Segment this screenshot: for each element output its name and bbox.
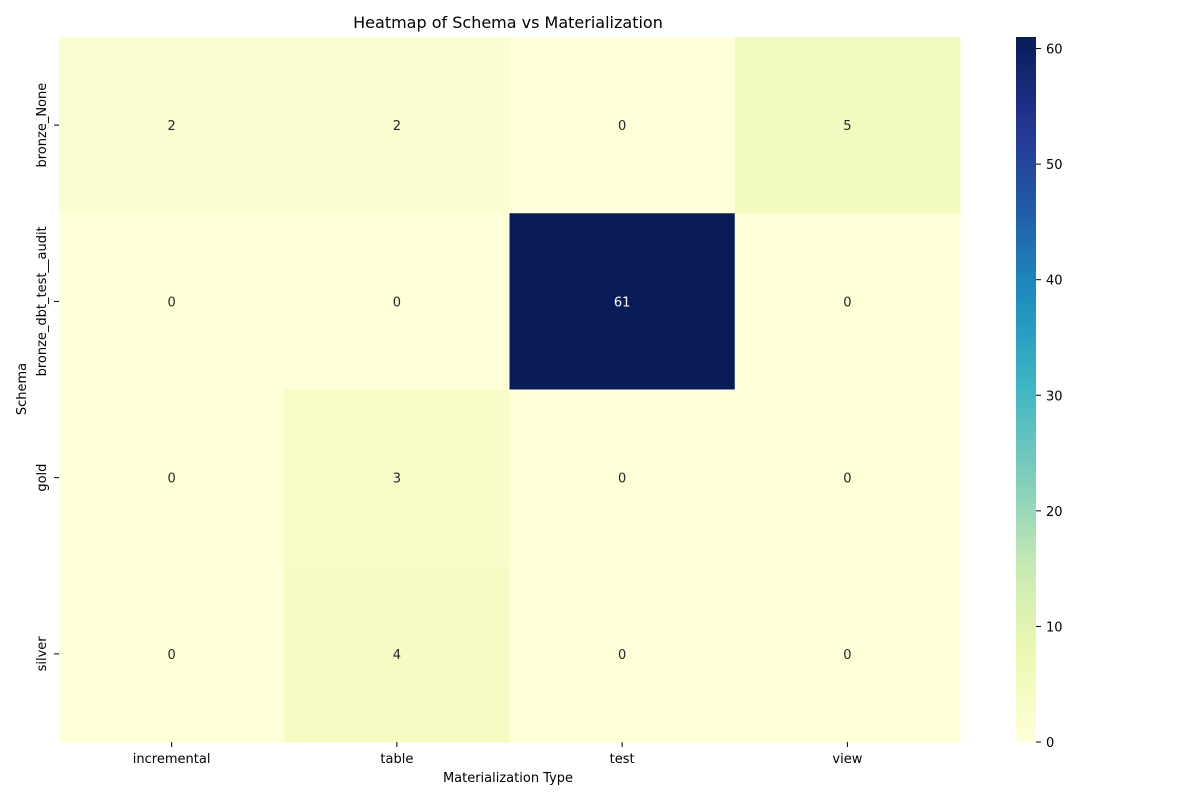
- cell-bronze_dbt_test__audit-view: [734, 213, 961, 390]
- colorbar: 0 10 20 30 40 50 60: [1016, 37, 1063, 751]
- cell-bronze_dbt_test__audit-table: [284, 213, 510, 390]
- cell-label-gold-incremental: 0: [167, 472, 175, 487]
- cell-bronze_None-table: [284, 37, 510, 214]
- cell-label-bronze_None-test: 0: [618, 119, 626, 134]
- colorbar-tick-label-60: 60: [1046, 43, 1063, 58]
- cell-label-silver-view: 0: [843, 648, 851, 663]
- colorbar-tick-label-20: 20: [1046, 505, 1063, 520]
- cell-bronze_dbt_test__audit-test: [509, 213, 736, 390]
- cell-gold-incremental: [59, 389, 285, 567]
- cell-label-silver-test: 0: [618, 648, 626, 663]
- cell-silver-incremental: [59, 565, 285, 743]
- cell-label-silver-incremental: 0: [167, 648, 175, 663]
- colorbar-tick-label-0: 0: [1046, 736, 1054, 751]
- y-tick-label-bronze_dbt_test__audit: bronze_dbt_test__audit: [35, 226, 50, 376]
- colorbar-tick-label-30: 30: [1046, 389, 1063, 404]
- cell-bronze_None-incremental: [59, 37, 285, 214]
- cell-label-bronze_dbt_test__audit-incremental: 0: [167, 295, 175, 310]
- heatmap-cells: 2 2 0 5 0 0 61 0 0 3 0 0 0 4 0 0: [59, 37, 961, 743]
- cell-label-gold-table: 3: [393, 472, 401, 487]
- x-tick-label-view: view: [832, 752, 862, 767]
- colorbar-tick-label-40: 40: [1046, 274, 1063, 289]
- cell-bronze_None-view: [734, 37, 961, 214]
- cell-label-bronze_dbt_test__audit-test: 61: [614, 295, 631, 310]
- cell-gold-test: [509, 389, 736, 567]
- cell-silver-view: [734, 565, 961, 743]
- cell-label-bronze_None-view: 5: [843, 119, 851, 134]
- chart-title: Heatmap of Schema vs Materialization: [353, 13, 663, 32]
- cell-label-bronze_None-table: 2: [393, 119, 401, 134]
- cell-silver-test: [509, 565, 736, 743]
- cell-label-silver-table: 4: [393, 648, 401, 663]
- cell-bronze_None-test: [509, 37, 736, 214]
- cell-label-bronze_dbt_test__audit-table: 0: [393, 295, 401, 310]
- cell-gold-table: [284, 389, 510, 567]
- x-tick-label-test: test: [610, 752, 635, 767]
- cell-label-bronze_dbt_test__audit-view: 0: [843, 295, 851, 310]
- y-axis-label: Schema: [15, 363, 30, 415]
- colorbar-tick-label-10: 10: [1046, 620, 1063, 635]
- x-axis-ticks: incremental table test view: [133, 742, 863, 767]
- y-tick-label-gold: gold: [35, 464, 50, 492]
- x-axis-label: Materialization Type: [443, 771, 573, 786]
- y-tick-label-silver: silver: [35, 636, 50, 672]
- x-tick-label-table: table: [380, 752, 413, 767]
- cell-label-gold-view: 0: [843, 472, 851, 487]
- x-tick-label-incremental: incremental: [133, 752, 211, 767]
- colorbar-tick-label-50: 50: [1046, 158, 1063, 173]
- cell-label-bronze_None-incremental: 2: [167, 119, 175, 134]
- cell-bronze_dbt_test__audit-incremental: [59, 213, 285, 390]
- cell-label-gold-test: 0: [618, 472, 626, 487]
- cell-silver-table: [284, 565, 510, 743]
- cell-gold-view: [734, 389, 961, 567]
- y-tick-label-bronze_None: bronze_None: [35, 83, 50, 168]
- colorbar-gradient: [1016, 37, 1036, 742]
